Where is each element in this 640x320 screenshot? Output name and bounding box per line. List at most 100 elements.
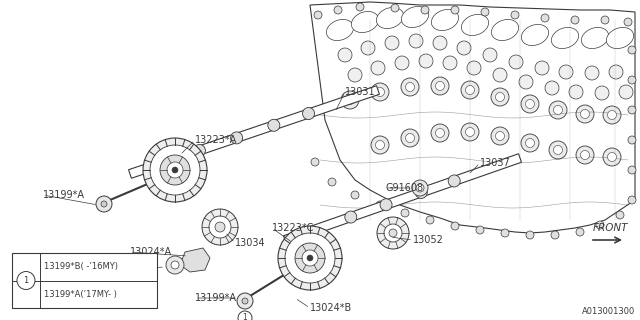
Circle shape (607, 110, 616, 119)
Circle shape (595, 86, 609, 100)
Circle shape (576, 228, 584, 236)
Circle shape (519, 75, 533, 89)
Text: 13024*A: 13024*A (130, 247, 172, 257)
Circle shape (628, 106, 636, 114)
Ellipse shape (492, 20, 518, 41)
Ellipse shape (581, 28, 609, 49)
Circle shape (495, 92, 504, 101)
Circle shape (476, 226, 484, 234)
Ellipse shape (325, 219, 339, 228)
Circle shape (443, 56, 457, 70)
Text: 13199*A: 13199*A (43, 190, 85, 200)
Ellipse shape (461, 172, 475, 180)
Circle shape (603, 106, 621, 124)
Circle shape (389, 229, 397, 237)
Circle shape (380, 199, 392, 211)
Circle shape (576, 146, 594, 164)
Circle shape (401, 129, 419, 147)
Circle shape (202, 209, 238, 245)
Text: 13223*C: 13223*C (272, 223, 314, 233)
Circle shape (616, 211, 624, 219)
Circle shape (172, 167, 178, 173)
Ellipse shape (326, 20, 353, 41)
Circle shape (628, 196, 636, 204)
Circle shape (238, 311, 252, 320)
Circle shape (491, 88, 509, 106)
Ellipse shape (401, 6, 429, 28)
Circle shape (609, 65, 623, 79)
Polygon shape (310, 2, 635, 233)
Circle shape (242, 298, 248, 304)
Circle shape (501, 229, 509, 237)
Circle shape (17, 271, 35, 290)
Circle shape (376, 140, 385, 149)
Text: 13052: 13052 (413, 235, 444, 245)
Circle shape (361, 41, 375, 55)
Circle shape (230, 132, 243, 144)
Circle shape (351, 191, 359, 199)
Circle shape (96, 196, 112, 212)
Ellipse shape (461, 14, 488, 36)
Circle shape (525, 100, 534, 108)
Circle shape (431, 77, 449, 95)
Circle shape (493, 68, 507, 82)
Ellipse shape (522, 24, 548, 45)
Ellipse shape (173, 153, 186, 162)
Circle shape (415, 187, 428, 198)
Text: 13199*B: 13199*B (73, 267, 115, 277)
Circle shape (535, 61, 549, 75)
Text: 13034: 13034 (235, 238, 266, 248)
Circle shape (237, 293, 253, 309)
Circle shape (406, 83, 415, 92)
Text: 13024*B: 13024*B (310, 303, 352, 313)
Bar (12, 253, 157, 308)
Ellipse shape (607, 28, 634, 49)
Circle shape (628, 76, 636, 84)
Circle shape (601, 16, 609, 24)
Circle shape (401, 78, 419, 96)
Circle shape (435, 129, 445, 138)
Ellipse shape (376, 7, 404, 28)
Circle shape (341, 91, 359, 109)
Ellipse shape (360, 207, 374, 216)
Text: 13223*A: 13223*A (195, 135, 237, 145)
Ellipse shape (210, 140, 223, 149)
Circle shape (596, 221, 604, 229)
Circle shape (545, 81, 559, 95)
Circle shape (481, 8, 489, 16)
Circle shape (580, 150, 589, 159)
Ellipse shape (247, 128, 260, 136)
Ellipse shape (431, 182, 445, 191)
Circle shape (461, 81, 479, 99)
Circle shape (619, 85, 633, 99)
Circle shape (376, 201, 384, 209)
Circle shape (278, 226, 342, 290)
Circle shape (412, 180, 428, 196)
Ellipse shape (396, 195, 409, 204)
Circle shape (406, 133, 415, 142)
Circle shape (554, 146, 563, 155)
Circle shape (451, 222, 459, 230)
Circle shape (495, 132, 504, 140)
Text: G91608: G91608 (385, 183, 423, 193)
Circle shape (431, 124, 449, 142)
Circle shape (377, 217, 409, 249)
Text: 13031: 13031 (345, 87, 376, 97)
Circle shape (215, 222, 225, 232)
Circle shape (435, 82, 445, 91)
Circle shape (628, 166, 636, 174)
Circle shape (465, 85, 474, 94)
Circle shape (371, 83, 389, 101)
Circle shape (451, 6, 459, 14)
Circle shape (338, 48, 352, 62)
Circle shape (607, 153, 616, 162)
Circle shape (559, 65, 573, 79)
Circle shape (150, 145, 200, 195)
Circle shape (314, 11, 322, 19)
Circle shape (628, 46, 636, 54)
Circle shape (307, 255, 313, 261)
Circle shape (268, 119, 280, 131)
Circle shape (576, 105, 594, 123)
Circle shape (409, 34, 423, 48)
Circle shape (356, 3, 364, 11)
